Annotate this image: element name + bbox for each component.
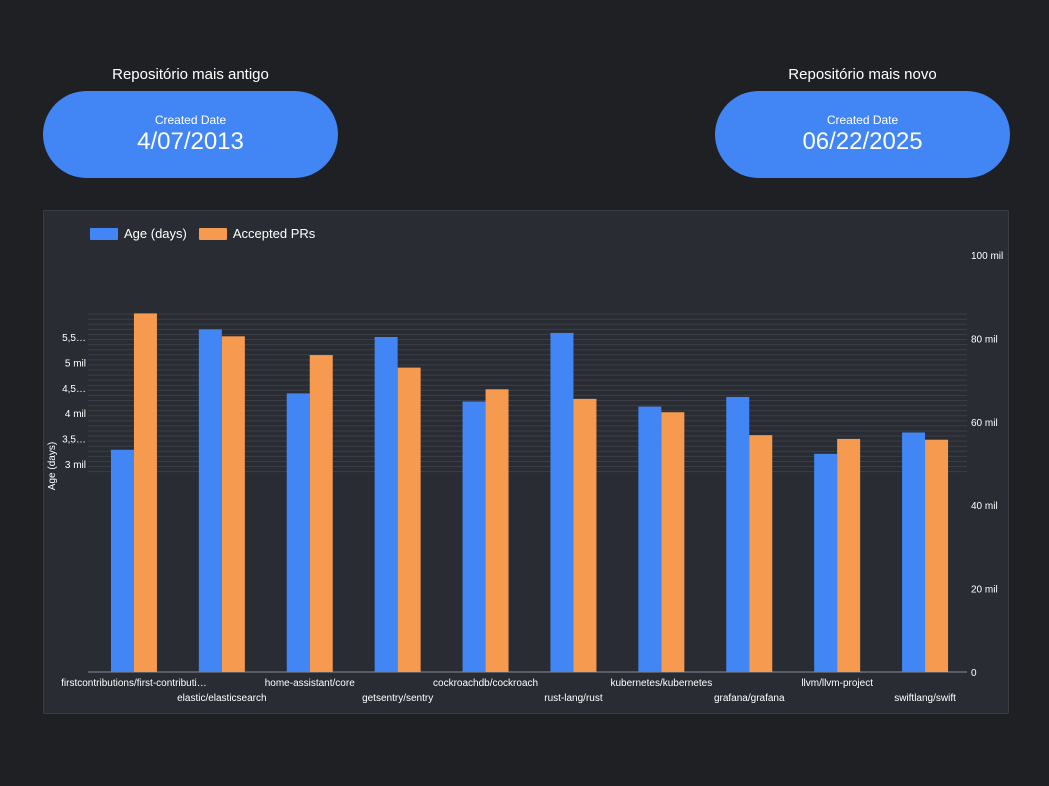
oldest-created-date: 4/07/2013 xyxy=(137,128,244,155)
x-tick-label: home-assistant/core xyxy=(265,678,355,689)
newest-repo-title: Repositório mais novo xyxy=(788,66,937,83)
y-axis-title: Age (days) xyxy=(47,442,58,490)
legend-item-prs[interactable]: Accepted PRs xyxy=(198,226,316,241)
y-right-tick-label: 100 mil xyxy=(971,251,1003,262)
newest-created-label: Created Date xyxy=(826,113,899,127)
y-left-tick-label: 4,5… xyxy=(62,384,86,395)
bar-accepted-prs xyxy=(221,336,245,672)
bar-age xyxy=(374,337,398,672)
newest-repo-scorecard: Created Date 06/22/2025 xyxy=(715,91,1010,178)
y-left-tick-label: 5,5… xyxy=(62,333,86,344)
y-right-tick-label: 0 xyxy=(971,668,977,679)
legend-label-prs: Accepted PRs xyxy=(232,226,316,241)
bar-age xyxy=(462,401,486,672)
x-tick-label: getsentry/sentry xyxy=(362,693,433,704)
bar-age xyxy=(638,406,662,672)
bar-accepted-prs xyxy=(661,412,685,672)
bar-accepted-prs xyxy=(397,367,421,672)
newest-created-date: 06/22/2025 xyxy=(802,128,923,155)
x-tick-label: cockroachdb/cockroach xyxy=(433,678,538,689)
x-tick-label: grafana/grafana xyxy=(714,693,785,704)
x-tick-label: llvm/llvm-project xyxy=(801,678,873,689)
bar-age xyxy=(550,332,574,672)
bar-age xyxy=(726,396,750,672)
x-tick-label: rust-lang/rust xyxy=(544,693,603,704)
legend-swatch-prs xyxy=(198,227,227,240)
bar-accepted-prs xyxy=(573,398,597,672)
oldest-repo-scorecard: Created Date 4/07/2013 xyxy=(43,91,338,178)
legend-label-age: Age (days) xyxy=(124,226,187,241)
bar-accepted-prs xyxy=(837,438,861,672)
y-left-tick-label: 3,5… xyxy=(62,435,86,446)
bar-age xyxy=(902,432,926,672)
y-right-tick-label: 20 mil xyxy=(971,585,998,596)
bar-accepted-prs xyxy=(309,355,333,672)
legend-item-age[interactable]: Age (days) xyxy=(90,226,187,241)
y-right-tick-label: 80 mil xyxy=(971,334,998,345)
x-tick-label: swiftlang/swift xyxy=(894,693,956,704)
oldest-repo-title: Repositório mais antigo xyxy=(112,66,269,83)
bar-accepted-prs xyxy=(485,389,509,672)
y-right-tick-label: 60 mil xyxy=(971,418,998,429)
bar-accepted-prs xyxy=(925,439,949,672)
legend-swatch-age xyxy=(90,227,118,240)
bar-age xyxy=(286,393,310,672)
x-tick-label: firstcontributions/first-contributi… xyxy=(61,678,207,689)
x-tick-label: elastic/elasticsearch xyxy=(177,693,266,704)
y-left-tick-label: 3 mil xyxy=(65,460,86,471)
x-tick-label: kubernetes/kubernetes xyxy=(610,678,712,689)
bar-accepted-prs xyxy=(749,435,773,672)
bar-age xyxy=(110,449,134,672)
bar-age xyxy=(198,329,222,672)
oldest-created-label: Created Date xyxy=(154,113,227,127)
bar-age xyxy=(814,453,838,672)
y-right-tick-label: 40 mil xyxy=(971,501,998,512)
chart-legend: Age (days) Accepted PRs xyxy=(90,226,315,241)
y-left-tick-label: 4 mil xyxy=(65,409,86,420)
y-left-tick-label: 5 mil xyxy=(65,358,86,369)
bar-accepted-prs xyxy=(133,313,157,672)
